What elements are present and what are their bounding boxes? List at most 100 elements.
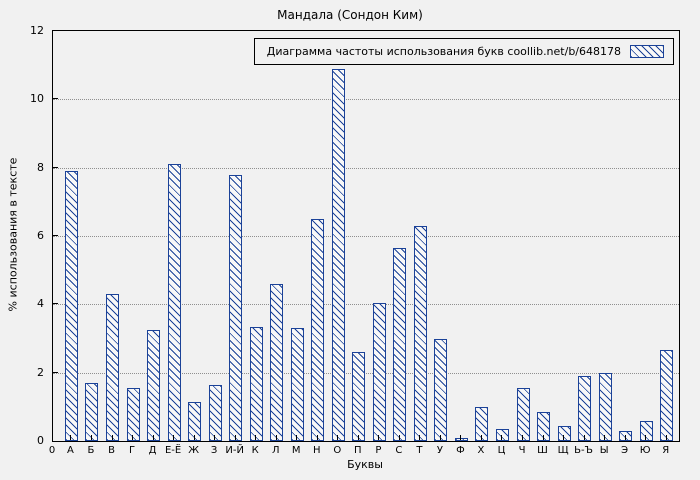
bar-А: [64, 171, 78, 441]
y-tick-label-2: 2: [37, 365, 44, 379]
x-axis-title: Буквы: [347, 458, 383, 471]
x-tick-label-Х: Х: [477, 445, 485, 456]
bar-З: [208, 384, 222, 441]
x-tick-label-Р: Р: [375, 445, 382, 456]
x-tick-mark-Л: [275, 435, 277, 440]
x-tick-mark-М: [296, 435, 298, 440]
gridline-y2: [53, 372, 679, 374]
x-tick-label-origin: 0: [48, 445, 56, 456]
bar-Л: [270, 283, 284, 441]
bar-И-Й: [229, 174, 243, 441]
x-tick-mark-О: [337, 435, 339, 440]
x-tick-label-Д: Д: [148, 445, 157, 456]
bar-Э: [619, 430, 633, 441]
x-tick-mark-У: [439, 435, 441, 440]
bar-Я: [660, 350, 674, 441]
x-tick-label-Г: Г: [128, 445, 136, 456]
bar-М: [290, 328, 304, 441]
x-tick-mark-Ф: [460, 435, 462, 440]
bar-П: [352, 352, 366, 441]
x-tick-mark-Ь-Ъ: [583, 435, 585, 440]
bar-Г: [126, 388, 140, 441]
bar-Д: [147, 329, 161, 441]
y-tick-label-6: 6: [37, 229, 44, 242]
gridline-y10: [53, 99, 679, 101]
x-tick-mark-Э: [624, 435, 626, 440]
x-tick-label-Ш: Ш: [537, 445, 548, 456]
bar-О: [331, 68, 345, 441]
y-tick-mark-6: [53, 235, 58, 236]
bar-Ч: [516, 388, 530, 441]
y-tick-mark-2: [53, 371, 58, 373]
x-tick-label-Ч: Ч: [518, 445, 526, 456]
x-tick-mark-Ш: [542, 435, 544, 440]
legend-label: Диаграмма частоты использования букв coo…: [266, 45, 621, 58]
x-tick-label-Ц: Ц: [497, 445, 506, 456]
bar-Ш: [537, 411, 551, 441]
x-tick-label-Ю: Ю: [639, 445, 651, 456]
x-tick-mark-Щ: [563, 435, 565, 440]
y-tick-label-8: 8: [37, 160, 44, 174]
bar-Ф: [454, 437, 468, 441]
gridline-y6: [53, 236, 679, 237]
x-tick-label-Ж: Ж: [188, 445, 199, 456]
x-tick-label-Ь-Ъ: Ь-Ъ: [574, 445, 593, 456]
x-tick-mark-И-Й: [234, 435, 236, 440]
x-tick-label-Щ: Щ: [557, 445, 569, 456]
x-tick-label-Я: Я: [662, 445, 670, 456]
x-tick-mark-Е-Ё: [173, 435, 175, 440]
bar-Ц: [495, 429, 509, 441]
x-tick-mark-Г: [132, 435, 134, 440]
gridline-y4: [53, 304, 679, 306]
x-tick-mark-В: [111, 435, 113, 440]
x-tick-mark-П: [357, 435, 359, 440]
legend: Диаграмма частоты использования букв coo…: [253, 38, 674, 65]
x-tick-label-Е-Ё: Е-Ё: [164, 445, 182, 456]
x-tick-label-Н: Н: [313, 445, 321, 456]
x-tick-label-Ф: Ф: [456, 445, 465, 456]
y-tick-label-4: 4: [37, 297, 44, 311]
y-tick-label-10: 10: [30, 92, 44, 106]
x-tick-label-О: О: [333, 445, 342, 456]
x-tick-label-М: М: [291, 445, 301, 456]
x-tick-mark-Ю: [645, 435, 647, 440]
y-tick-mark-4: [53, 303, 58, 305]
x-tick-mark-А: [70, 435, 72, 440]
bar-Р: [372, 302, 386, 441]
bar-У: [434, 338, 448, 441]
x-tick-mark-Ж: [193, 435, 195, 440]
x-tick-label-Б: Б: [87, 445, 95, 456]
chart-title: Мандала (Сондон Ким): [277, 8, 423, 22]
bar-В: [106, 294, 120, 441]
x-tick-label-К: К: [251, 445, 259, 456]
bar-С: [393, 247, 407, 441]
x-tick-label-И-Й: И-Й: [225, 445, 244, 456]
bar-К: [249, 326, 263, 441]
legend-swatch-hatched-bar: [630, 45, 664, 58]
x-tick-mark-К: [255, 435, 257, 440]
x-tick-mark-Т: [419, 435, 421, 440]
bar-Ю: [639, 420, 653, 441]
y-tick-label-12: 12: [30, 24, 44, 37]
bar-Ь-Ъ: [578, 376, 592, 441]
y-tick-mark-12: [53, 30, 58, 31]
x-tick-mark-Н: [316, 435, 318, 440]
x-tick-mark-Я: [665, 435, 667, 440]
y-tick-mark-10: [53, 98, 58, 100]
x-tick-label-Т: Т: [416, 445, 423, 456]
bar-Е-Ё: [167, 164, 181, 441]
bar-Ж: [188, 401, 202, 441]
x-tick-mark-Б: [90, 435, 92, 440]
x-tick-label-Ы: Ы: [599, 445, 609, 456]
x-tick-label-П: П: [354, 445, 362, 456]
x-tick-label-Л: Л: [271, 445, 280, 456]
x-tick-label-В: В: [108, 445, 115, 456]
x-tick-label-С: С: [395, 445, 403, 456]
y-tick-label-0: 0: [37, 434, 44, 447]
bar-Ы: [598, 372, 612, 441]
bar-Н: [311, 218, 325, 441]
plot-area: Диаграмма частоты использования букв coo…: [52, 30, 680, 442]
x-tick-mark-З: [214, 435, 216, 440]
x-tick-label-А: А: [67, 445, 74, 456]
